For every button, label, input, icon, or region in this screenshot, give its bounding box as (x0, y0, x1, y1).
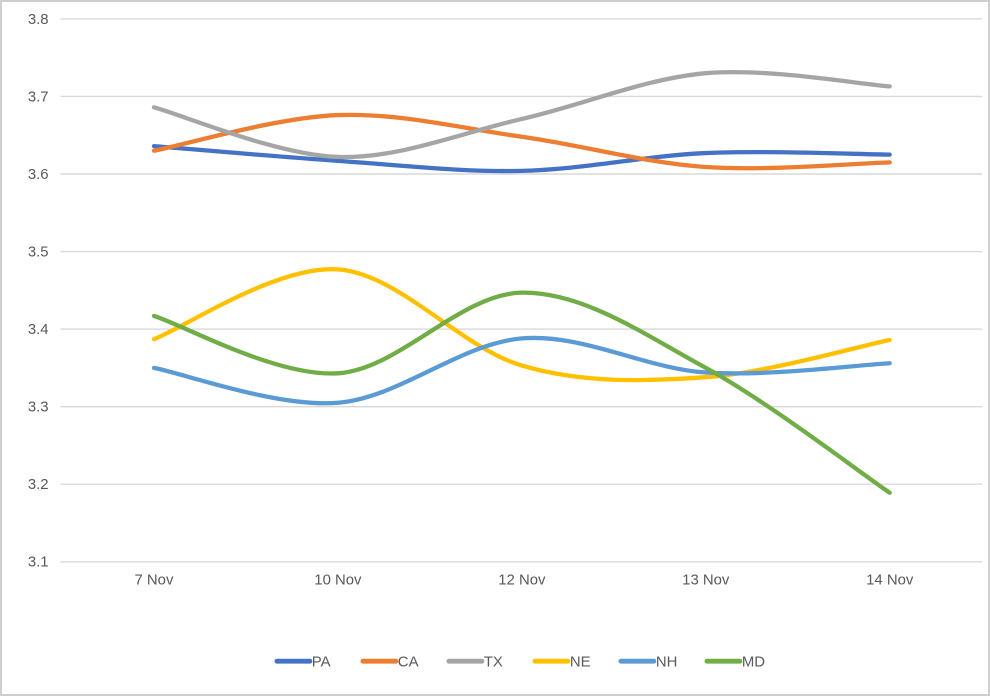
y-axis-tick-label: 3.6 (28, 167, 49, 183)
x-axis-tick-label: 10 Nov (314, 573, 362, 589)
series-line-tx (151, 69, 892, 160)
series-line-pa (151, 143, 892, 174)
legend-label-ne: NE (570, 655, 591, 671)
x-axis-tick-label: 13 Nov (682, 573, 730, 589)
legend-label-ca: CA (398, 655, 419, 671)
series-line-ca (151, 112, 892, 171)
y-axis-tick-label: 3.2 (28, 477, 49, 493)
series-line-md (151, 290, 892, 495)
x-axis-tick-label: 7 Nov (134, 573, 173, 589)
y-axis-tick-label: 3.5 (28, 245, 49, 261)
y-axis-tick-label: 3.3 (28, 400, 49, 416)
y-axis-tick-label: 3.1 (28, 555, 49, 571)
legend-label-pa: PA (312, 655, 331, 671)
x-axis-tick-label: 14 Nov (866, 573, 914, 589)
series-line-nh (151, 335, 892, 406)
y-axis-tick-label: 3.7 (28, 89, 49, 105)
legend-label-tx: TX (484, 655, 503, 671)
legend-label-nh: NH (656, 655, 678, 671)
x-axis-tick-label: 12 Nov (498, 573, 546, 589)
series-line-ne (151, 267, 892, 383)
y-axis-tick-label: 3.4 (28, 322, 49, 338)
legend-label-md: MD (742, 655, 765, 671)
y-axis-tick-label: 3.8 (28, 12, 49, 28)
